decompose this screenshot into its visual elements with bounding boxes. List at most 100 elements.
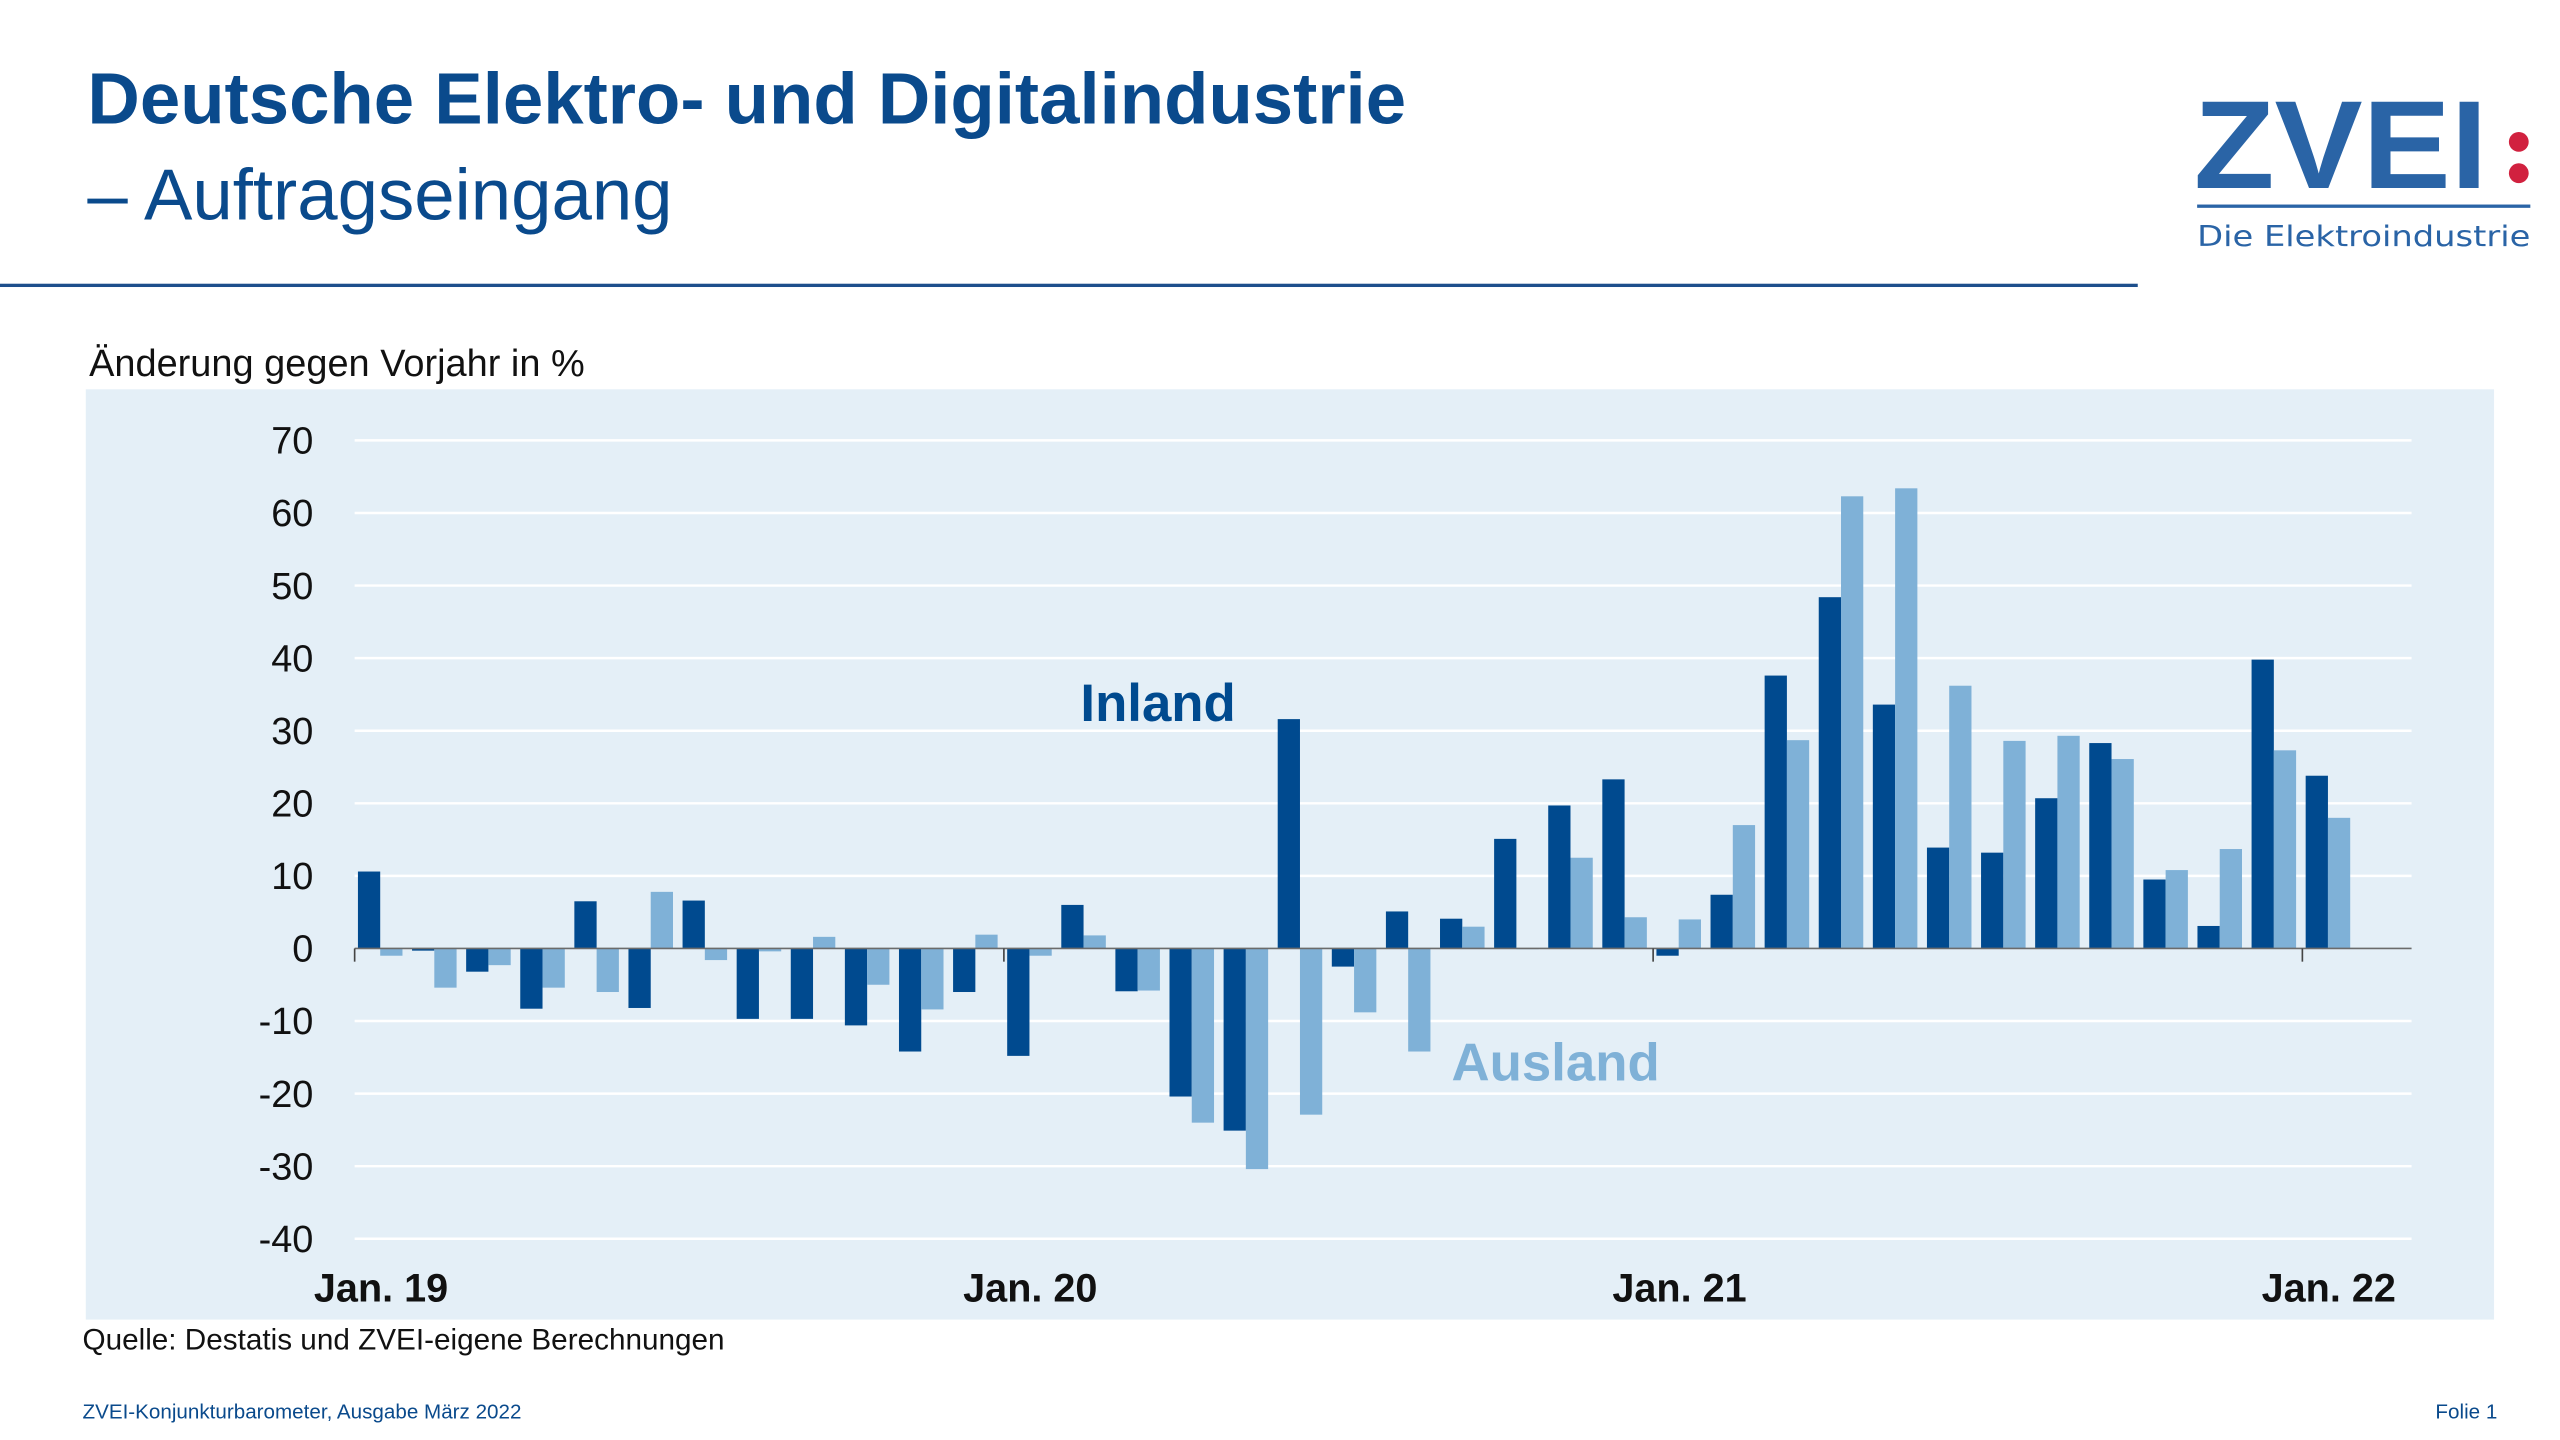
bar-inland: [1764, 675, 1787, 949]
y-tick-label: 70: [271, 421, 313, 463]
y-tick-label: 30: [271, 711, 313, 753]
bar-inland: [1926, 847, 1950, 949]
series-label-inland: Inland: [1080, 674, 1235, 733]
y-tick-label: 10: [271, 856, 313, 898]
bar-ausland: [1841, 496, 1864, 949]
bar-inland: [1115, 948, 1138, 992]
bar-ausland: [2003, 740, 2026, 949]
bar-inland: [520, 948, 543, 1009]
bar-ausland: [488, 948, 511, 966]
bar-ausland: [867, 948, 890, 985]
bar-ausland: [1029, 948, 1052, 956]
title-line-1: Deutsche Elektro- und Digitalindustrie: [87, 59, 1407, 141]
bar-inland: [1440, 918, 1463, 949]
bar-inland: [1494, 838, 1517, 949]
bar-ausland: [2327, 817, 2351, 949]
title-line-2: – Auftragseingang: [87, 155, 673, 236]
bar-inland: [2035, 798, 2058, 949]
y-tick-label: 40: [271, 638, 313, 680]
bar-inland: [1656, 948, 1679, 956]
bar-inland: [790, 948, 814, 1019]
bar-ausland: [1624, 917, 1647, 949]
bar-inland: [2251, 659, 2274, 949]
bar-ausland: [975, 934, 998, 949]
source-note: Quelle: Destatis und ZVEI-eigene Berechn…: [82, 1322, 725, 1356]
zvei-logo: ZVEI Die Elektroindustrie: [2194, 75, 2540, 258]
bar-ausland: [542, 948, 565, 988]
bar-inland: [574, 901, 597, 949]
footer-publication: ZVEI-Konjunkturbarometer, Ausgabe März 2…: [82, 1400, 522, 1424]
bar-ausland: [813, 936, 836, 949]
bar-inland: [1872, 704, 1896, 949]
bar-inland: [1385, 911, 1409, 949]
chart-panel: 70 60 50 40 30 20 10 0 -10 -20 -30 -40 Jan. 19 Jan. 2…: [85, 389, 2495, 1320]
bar-ausland: [596, 948, 619, 993]
x-tick-label: Jan. 19: [314, 1266, 448, 1310]
bar-ausland: [1732, 825, 1756, 949]
bar-ausland: [2057, 735, 2080, 949]
y-tick-label: 20: [271, 784, 313, 826]
bar-inland: [1602, 779, 1625, 949]
bar-inland: [1981, 852, 2004, 949]
bar-inland: [1818, 597, 1842, 949]
bar-inland: [2305, 775, 2328, 949]
bar-ausland: [2165, 870, 2188, 949]
footer-page-number: Folie 1: [2435, 1400, 2498, 1424]
bar-ausland: [1462, 926, 1485, 949]
logo-wordmark: ZVEI: [2194, 86, 2488, 215]
bar-ausland: [380, 948, 403, 956]
bar-ausland: [1191, 948, 1215, 1123]
bar-ausland: [1137, 948, 1160, 991]
bar-ausland: [758, 948, 782, 952]
bar-ausland: [434, 948, 457, 988]
bar-inland: [1223, 948, 1246, 1131]
bar-inland: [1277, 719, 1300, 949]
bar-inland: [844, 948, 868, 1026]
bar-inland: [412, 948, 435, 951]
bar-inland: [1061, 904, 1084, 949]
y-tick-label: -30: [259, 1146, 314, 1188]
bar-ausland: [704, 948, 728, 961]
bar-inland: [466, 948, 489, 972]
bar-inland: [898, 948, 922, 1052]
bar-ausland: [1570, 857, 1593, 949]
bar-ausland: [1786, 740, 1810, 949]
bar-inland: [953, 948, 976, 993]
bar-inland: [1548, 805, 1571, 949]
bar-ausland: [2273, 750, 2297, 949]
logo-tagline: Die Elektroindustrie: [2197, 220, 2530, 253]
bar-ausland: [2219, 849, 2243, 949]
bar-inland: [628, 948, 651, 1008]
bar-inland: [1007, 948, 1030, 1056]
bar-inland: [2089, 743, 2112, 949]
bar-ausland: [1299, 948, 1323, 1115]
bar-inland: [1710, 894, 1733, 949]
bar-ausland: [1949, 685, 1972, 949]
bar-inland: [357, 871, 381, 949]
bar-inland: [1169, 948, 1192, 1097]
bar-ausland: [921, 948, 944, 1010]
chart-subtitle: Änderung gegen Vorjahr in %: [89, 341, 585, 385]
bar-inland: [2197, 925, 2220, 949]
bar-ausland: [1408, 948, 1431, 1052]
y-tick-label: 50: [271, 566, 313, 608]
bar-inland: [682, 900, 705, 949]
bar-inland: [736, 948, 759, 1019]
bar-ausland: [1678, 919, 1701, 949]
bar-ausland: [1354, 948, 1377, 1013]
bar-ausland: [1083, 935, 1106, 949]
x-tick-label: Jan. 21: [1612, 1266, 1746, 1310]
y-tick-label: 60: [271, 493, 313, 535]
y-tick-label: 0: [292, 929, 313, 971]
bar-ausland: [1895, 488, 1918, 949]
y-tick-label: -20: [259, 1074, 314, 1116]
bar-inland: [1331, 948, 1355, 967]
y-tick-label: -10: [259, 1001, 314, 1043]
bar-ausland: [1245, 948, 1269, 1170]
bar-ausland: [2111, 759, 2134, 949]
bar-ausland: [650, 891, 673, 949]
series-label-ausland: Ausland: [1452, 1033, 1660, 1092]
bar-inland: [2143, 879, 2166, 949]
